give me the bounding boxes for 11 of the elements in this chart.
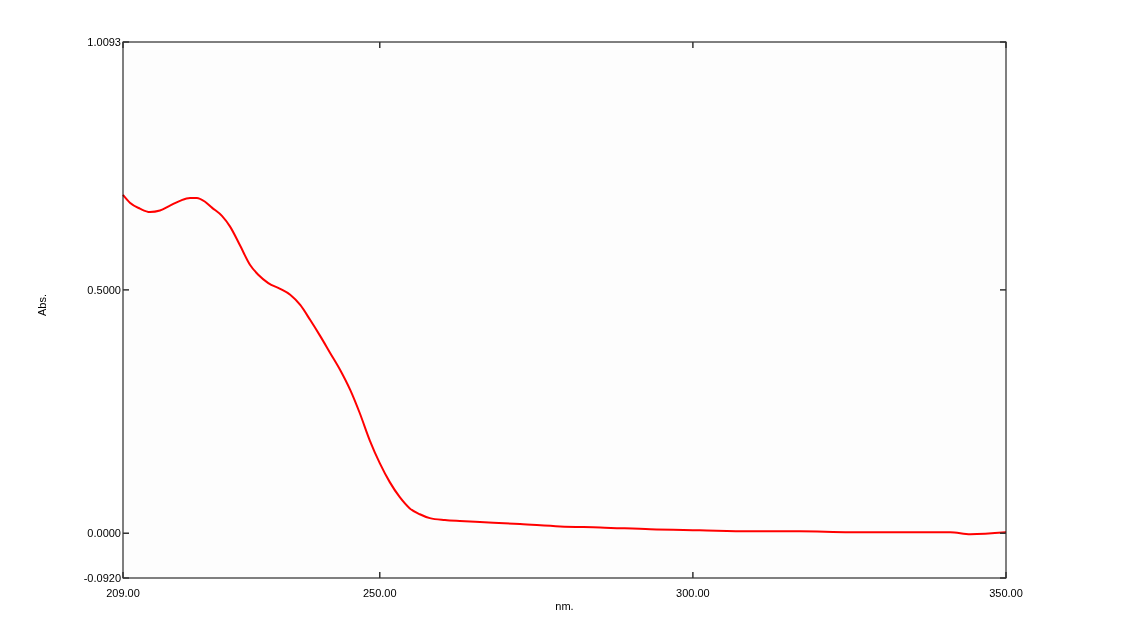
y-tick-label: 1.0093 bbox=[87, 35, 121, 48]
x-axis-title: nm. bbox=[555, 600, 574, 612]
x-tick-label: 250.00 bbox=[362, 587, 397, 599]
x-tick-label: 209.00 bbox=[106, 587, 140, 599]
y-axis-title: Abs. bbox=[36, 293, 48, 317]
x-tick-label: 300.00 bbox=[676, 587, 710, 599]
y-tick-label: 0.0000 bbox=[87, 527, 121, 540]
y-tick-label: 0.5000 bbox=[87, 283, 121, 296]
x-tick-label: 350.00 bbox=[989, 587, 1023, 599]
y-tick-label: -0.0920 bbox=[83, 571, 121, 584]
line-series bbox=[122, 193, 1007, 536]
